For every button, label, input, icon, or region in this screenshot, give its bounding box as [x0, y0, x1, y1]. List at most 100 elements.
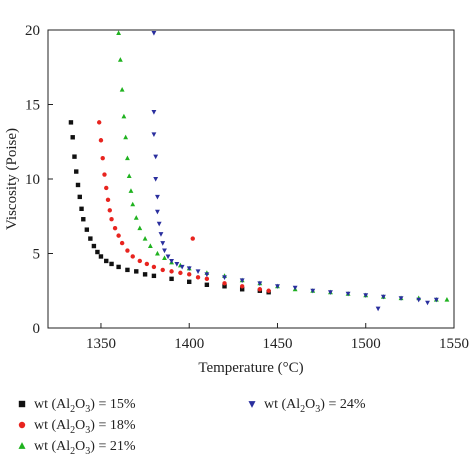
- legend-marker: [18, 400, 26, 408]
- legend-label: wt (Al2O3) = 18%: [34, 418, 136, 436]
- data-point: [155, 250, 160, 256]
- data-point: [239, 284, 245, 289]
- data-point: [433, 297, 439, 303]
- x-tick-label: 1500: [351, 336, 381, 352]
- data-point: [119, 240, 125, 246]
- data-point: [190, 236, 195, 241]
- data-point: [116, 264, 121, 270]
- data-point: [116, 233, 121, 238]
- data-point: [179, 264, 185, 270]
- data-point: [292, 285, 298, 291]
- data-point: [257, 281, 263, 286]
- legend-label-part: O: [305, 397, 315, 412]
- data-point: [95, 249, 100, 255]
- data-point: [239, 278, 245, 283]
- data-point: [375, 306, 381, 312]
- data-point: [88, 236, 93, 241]
- data-point: [107, 208, 112, 213]
- data-point: [72, 154, 77, 159]
- legend-label-part: 2: [70, 425, 75, 436]
- y-tick-label: 15: [25, 98, 40, 114]
- y-tick-label: 10: [25, 172, 40, 188]
- data-point: [91, 243, 97, 249]
- data-point: [74, 169, 79, 174]
- data-point: [151, 264, 157, 270]
- data-point: [174, 261, 180, 267]
- data-point: [125, 248, 130, 253]
- y-tick-label: 5: [33, 247, 41, 263]
- data-point: [81, 217, 86, 222]
- data-point: [126, 173, 132, 178]
- data-point: [444, 297, 450, 302]
- x-tick-label: 1350: [86, 336, 116, 352]
- data-point: [162, 248, 167, 254]
- data-point: [187, 279, 192, 285]
- legend-label: wt (Al2O3) = 21%: [34, 439, 136, 457]
- data-point: [77, 194, 82, 200]
- data-point: [162, 255, 167, 260]
- series-4: [151, 31, 439, 312]
- data-point: [130, 201, 136, 207]
- data-point: [187, 272, 192, 277]
- data-point: [137, 225, 143, 231]
- data-point: [84, 227, 90, 232]
- data-point: [142, 272, 148, 277]
- legend-label-part: wt (Al: [264, 397, 300, 412]
- data-point: [75, 182, 81, 188]
- data-point: [204, 272, 210, 277]
- data-point: [345, 291, 351, 297]
- data-point: [121, 113, 127, 119]
- data-point: [310, 288, 316, 294]
- legend-label-part: ) = 21%: [90, 439, 136, 454]
- data-point: [222, 281, 227, 286]
- data-point: [151, 109, 157, 115]
- axis-ticks: 1350 1400 1450 1500 1550 0 5 10 15 20: [25, 23, 469, 352]
- data-point: [153, 177, 159, 182]
- data-point: [160, 241, 166, 246]
- data-point: [160, 267, 165, 273]
- data-point: [275, 284, 280, 289]
- data-point: [70, 135, 75, 140]
- data-point: [102, 172, 107, 177]
- legend: wt (Al2O3) = 15%wt (Al2O3) = 18%wt (Al2O…: [18, 397, 366, 457]
- x-tick-label: 1450: [262, 336, 292, 352]
- data-point: [416, 297, 422, 303]
- data-point: [425, 300, 430, 306]
- data-point: [109, 217, 114, 222]
- data-point: [266, 288, 271, 293]
- legend-marker: [248, 401, 256, 408]
- data-point: [195, 269, 201, 275]
- data-point: [96, 120, 102, 125]
- data-point: [155, 209, 160, 215]
- data-point: [147, 243, 153, 249]
- legend-label-part: 2: [70, 404, 75, 415]
- data-point: [169, 269, 174, 274]
- data-point: [137, 258, 142, 264]
- data-point: [178, 270, 183, 276]
- data-point: [257, 287, 263, 292]
- data-point: [105, 197, 111, 203]
- data-point: [398, 296, 404, 301]
- data-point: [133, 215, 139, 220]
- data-point: [156, 221, 162, 227]
- data-point: [79, 206, 84, 211]
- data-point: [155, 194, 160, 200]
- data-point: [363, 293, 369, 298]
- legend-label-part: 3: [85, 446, 90, 457]
- data-point: [109, 261, 114, 267]
- data-point: [186, 266, 192, 272]
- data-point: [117, 57, 123, 62]
- x-axis-title: Temperature (°C): [198, 360, 303, 376]
- data-point: [151, 31, 157, 36]
- series-1: [68, 120, 271, 295]
- x-tick-label: 1400: [174, 336, 204, 352]
- data-point: [98, 138, 104, 143]
- data-point: [239, 287, 245, 292]
- data-point: [151, 273, 157, 279]
- legend-label-part: ) = 24%: [320, 397, 366, 412]
- legend-label-part: 2: [70, 446, 75, 457]
- legend-label-part: wt (Al: [34, 418, 70, 433]
- data-point: [134, 269, 139, 274]
- legend-marker: [18, 442, 26, 449]
- data-point: [222, 284, 227, 289]
